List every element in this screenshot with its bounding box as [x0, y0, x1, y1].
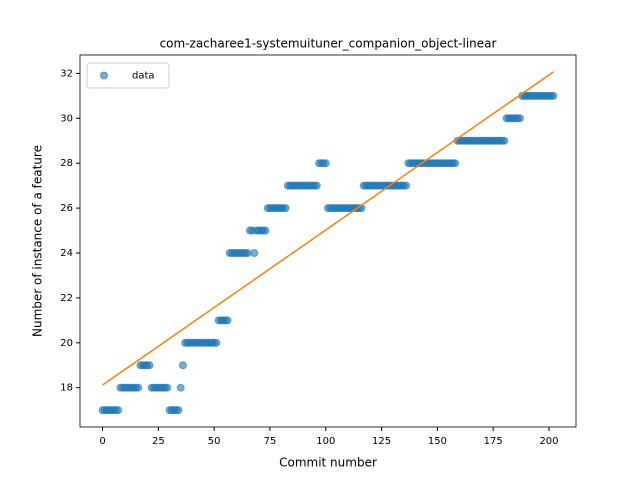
x-tick-label: 125 — [372, 436, 391, 447]
data-point — [174, 406, 183, 415]
data-point — [176, 383, 185, 392]
data-point — [145, 361, 154, 370]
data-point — [114, 406, 123, 415]
data-point — [261, 226, 270, 235]
x-axis-label: Commit number — [279, 456, 377, 470]
data-point — [243, 249, 252, 258]
y-tick-label: 32 — [60, 68, 73, 79]
x-tick-label: 150 — [428, 436, 447, 447]
data-point — [212, 338, 221, 347]
legend-label: data — [132, 71, 155, 82]
data-point — [223, 316, 232, 325]
data-point — [321, 159, 330, 168]
y-tick-label: 26 — [60, 203, 73, 214]
data-point — [500, 136, 509, 145]
data-point — [312, 181, 321, 190]
y-tick-label: 24 — [60, 248, 73, 259]
x-tick-label: 0 — [99, 436, 105, 447]
x-tick-label: 100 — [316, 436, 335, 447]
chart-title: com-zacharee1-systemuituner_companion_ob… — [160, 37, 497, 51]
y-tick-label: 30 — [60, 113, 73, 124]
data-point — [163, 383, 172, 392]
legend-marker — [100, 71, 108, 80]
fit-line — [102, 71, 554, 386]
y-tick-label: 28 — [60, 158, 73, 169]
x-tick-label: 75 — [264, 436, 277, 447]
y-tick-label: 20 — [60, 338, 73, 349]
data-point — [451, 159, 460, 168]
data-point — [250, 249, 259, 258]
data-point — [134, 383, 143, 392]
data-point — [281, 204, 290, 213]
legend-box — [86, 62, 170, 89]
y-tick-label: 22 — [60, 293, 73, 304]
data-point — [402, 181, 411, 190]
y-axis-label: Number of instance of a feature — [31, 145, 45, 337]
data-point — [178, 361, 187, 370]
data-point — [515, 114, 524, 123]
x-tick-label: 25 — [152, 436, 165, 447]
x-tick-label: 50 — [208, 436, 221, 447]
x-tick-label: 175 — [484, 436, 503, 447]
data-point — [549, 91, 558, 100]
plot-frame — [79, 54, 577, 428]
x-tick-label: 200 — [539, 436, 558, 447]
y-tick-label: 18 — [60, 383, 73, 394]
